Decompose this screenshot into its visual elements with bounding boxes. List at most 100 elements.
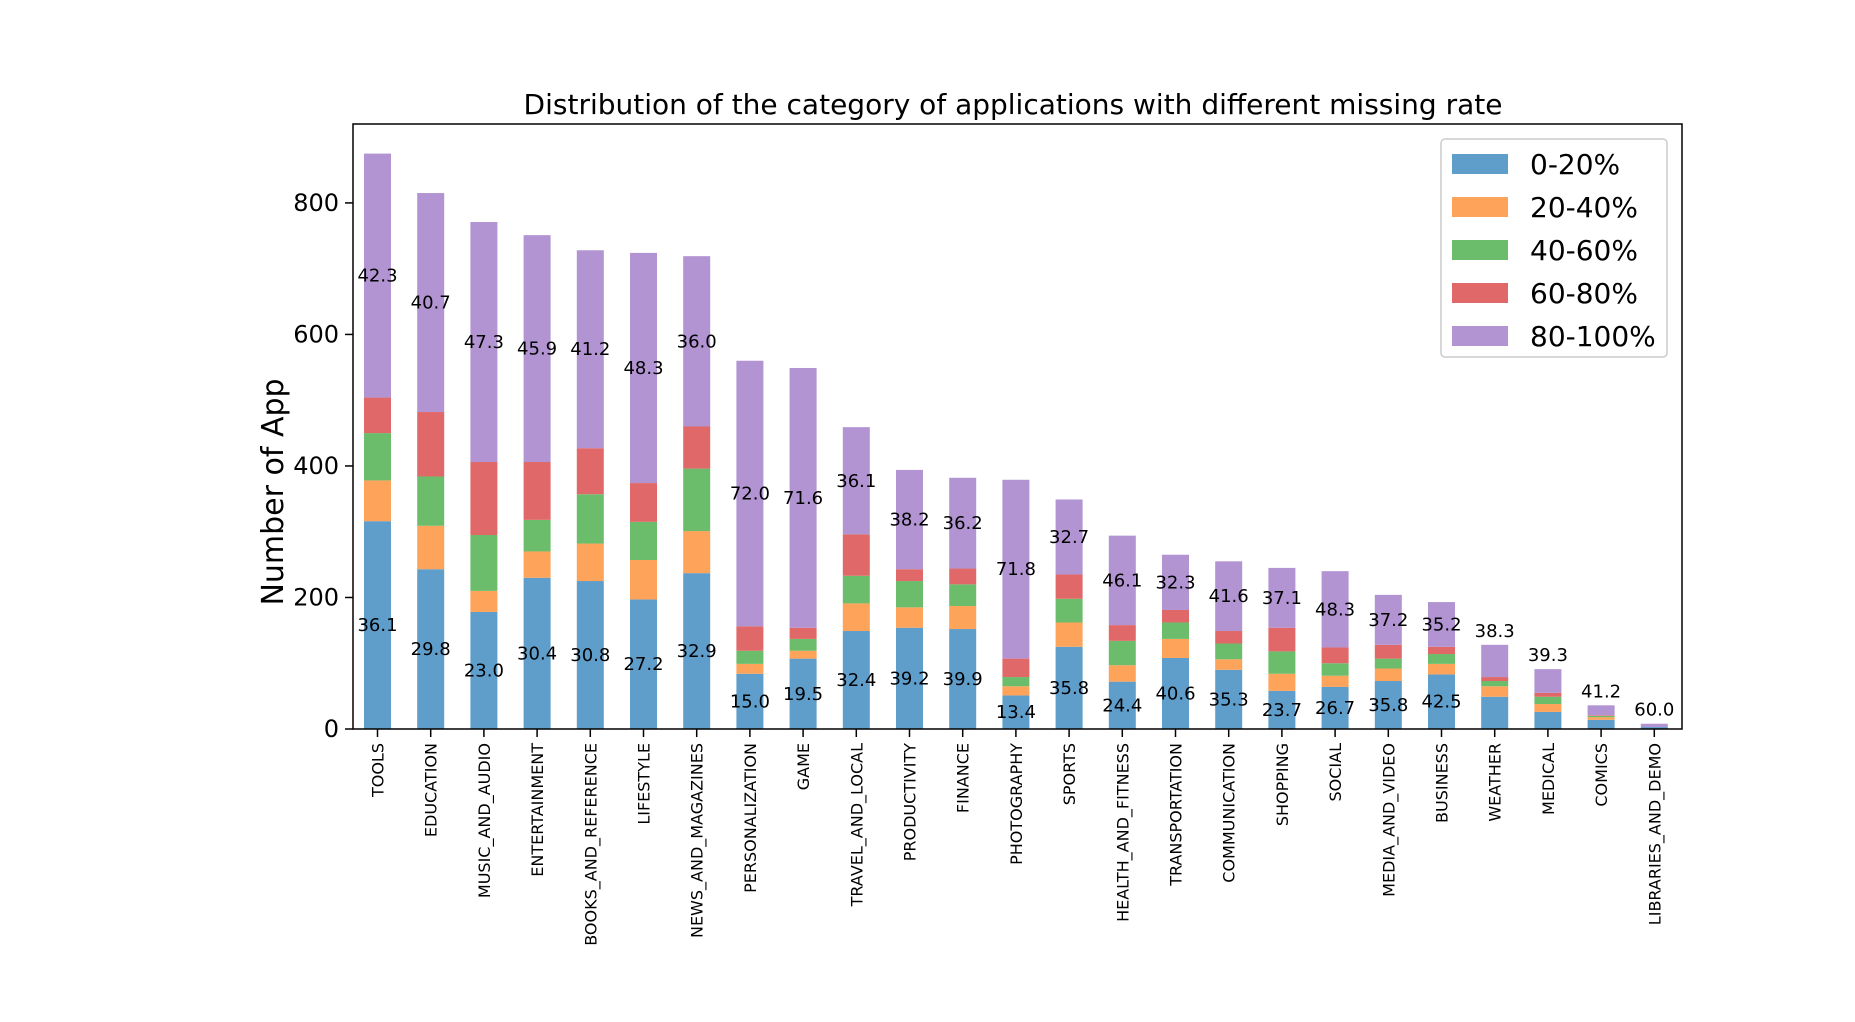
bar-segment — [470, 611, 498, 729]
legend-label: 60-80% — [1530, 277, 1638, 310]
data-labels-layer: 36.1 42.3 29.8 40.7 23.0 47.3 30.4 45.9 30.8 41.2… — [357, 266, 1674, 724]
legend-swatch — [1452, 154, 1508, 174]
data-label: 39.3 — [1528, 645, 1568, 666]
bar-segment — [1108, 665, 1136, 682]
x-tick-label: TRAVEL_AND_LOCAL — [847, 743, 867, 907]
bar-segment — [1162, 638, 1189, 658]
data-label: 35.8 — [1368, 695, 1408, 716]
bar-segment — [1162, 609, 1189, 623]
bar-segment — [683, 426, 711, 469]
x-tick-label: NEWS_AND_MAGAZINES — [688, 743, 708, 938]
x-tick-label: SOCIAL — [1326, 743, 1345, 802]
y-axis-label: Number of App — [256, 378, 291, 605]
bar-segment — [417, 412, 445, 477]
data-label: 35.3 — [1209, 689, 1249, 710]
bar-segment — [736, 650, 764, 664]
bar-segment — [1108, 640, 1136, 666]
data-label: 32.3 — [1155, 572, 1195, 593]
y-tick-label: 200 — [293, 583, 339, 611]
bar-segment — [364, 480, 391, 522]
bar-segment — [470, 590, 498, 612]
bar-segment — [736, 626, 764, 651]
x-tick-label: LIFESTYLE — [635, 743, 654, 825]
bar-segment — [789, 627, 817, 639]
x-tick-label: TRANSPORTATION — [1167, 743, 1186, 887]
data-label: 23.0 — [464, 660, 504, 681]
bar-segment — [1481, 696, 1509, 729]
data-label: 71.8 — [996, 559, 1036, 580]
bar-segment — [364, 397, 391, 434]
data-label: 39.9 — [943, 669, 983, 690]
bar-segment — [1321, 647, 1349, 664]
data-label: 46.1 — [1102, 570, 1142, 591]
data-label: 36.2 — [943, 513, 983, 534]
data-label: 41.2 — [1581, 681, 1621, 702]
data-label: 38.3 — [1475, 621, 1515, 642]
x-tick-label: PERSONALIZATION — [741, 743, 760, 893]
bar-segment — [1587, 705, 1615, 716]
bar-segment — [1108, 681, 1136, 729]
bar-segment — [1374, 644, 1402, 659]
bar-segment — [1002, 677, 1030, 687]
bar-segment — [1428, 674, 1455, 729]
legend-swatch — [1452, 240, 1508, 260]
bar-segment — [736, 673, 764, 729]
bar-segment — [1162, 622, 1189, 639]
data-label: 47.3 — [464, 332, 504, 353]
y-tick-label: 400 — [293, 452, 339, 480]
data-label: 37.1 — [1262, 588, 1302, 609]
bar-segment — [523, 551, 551, 578]
data-label: 15.0 — [730, 691, 770, 712]
data-label: 40.7 — [411, 293, 451, 314]
bar-segment — [896, 607, 923, 628]
x-tick-label: MEDIA_AND_VIDEO — [1379, 743, 1399, 897]
legend-label: 20-40% — [1530, 191, 1638, 224]
bar-segment — [842, 575, 870, 604]
bar-segment — [417, 569, 445, 729]
bar-segment — [1215, 561, 1243, 632]
bar-segment — [896, 581, 923, 608]
data-label: 48.3 — [623, 358, 663, 379]
bar-segment — [842, 603, 870, 632]
bar-segment — [1428, 646, 1455, 655]
bar-segment — [842, 534, 870, 576]
y-axis: 0 200 400 600 800 — [293, 189, 353, 743]
bar-segment — [789, 367, 817, 628]
bar-segment — [1587, 715, 1615, 718]
x-tick-label: ENTERTAINMENT — [528, 743, 547, 877]
bar-segment — [1640, 727, 1668, 729]
bars-layer — [364, 153, 1668, 729]
bar-segment — [1428, 663, 1455, 675]
data-label: 27.2 — [623, 654, 663, 675]
bar-segment — [683, 573, 711, 729]
data-label: 36.0 — [677, 331, 717, 352]
bar-segment — [1002, 686, 1030, 696]
bar-segment — [1481, 677, 1509, 681]
bar-segment — [949, 477, 977, 569]
bar-segment — [630, 521, 657, 560]
bar-segment — [1215, 643, 1243, 660]
bar-segment — [1055, 646, 1083, 729]
data-label: 35.8 — [1049, 678, 1089, 699]
y-tick-label: 0 — [324, 715, 339, 743]
bar-segment — [1215, 631, 1243, 644]
x-tick-label: PRODUCTIVITY — [901, 743, 920, 861]
bar-segment — [576, 494, 604, 544]
bar-segment — [1108, 535, 1136, 626]
legend-swatch — [1452, 283, 1508, 303]
data-label: 37.2 — [1368, 610, 1408, 631]
bar-segment — [1481, 680, 1509, 687]
bar-segment — [1002, 695, 1030, 729]
bar-segment — [1587, 719, 1615, 729]
bar-segment — [1587, 717, 1615, 720]
bar-segment — [1321, 663, 1349, 676]
bar-segment — [1215, 669, 1243, 729]
bar-segment — [364, 521, 391, 729]
data-label: 60.0 — [1634, 700, 1674, 721]
bar-segment — [1374, 680, 1402, 729]
bar-segment — [1374, 594, 1402, 645]
bar-segment — [789, 638, 817, 651]
bar-segment — [1268, 651, 1296, 674]
x-tick-label: SPORTS — [1060, 743, 1079, 805]
